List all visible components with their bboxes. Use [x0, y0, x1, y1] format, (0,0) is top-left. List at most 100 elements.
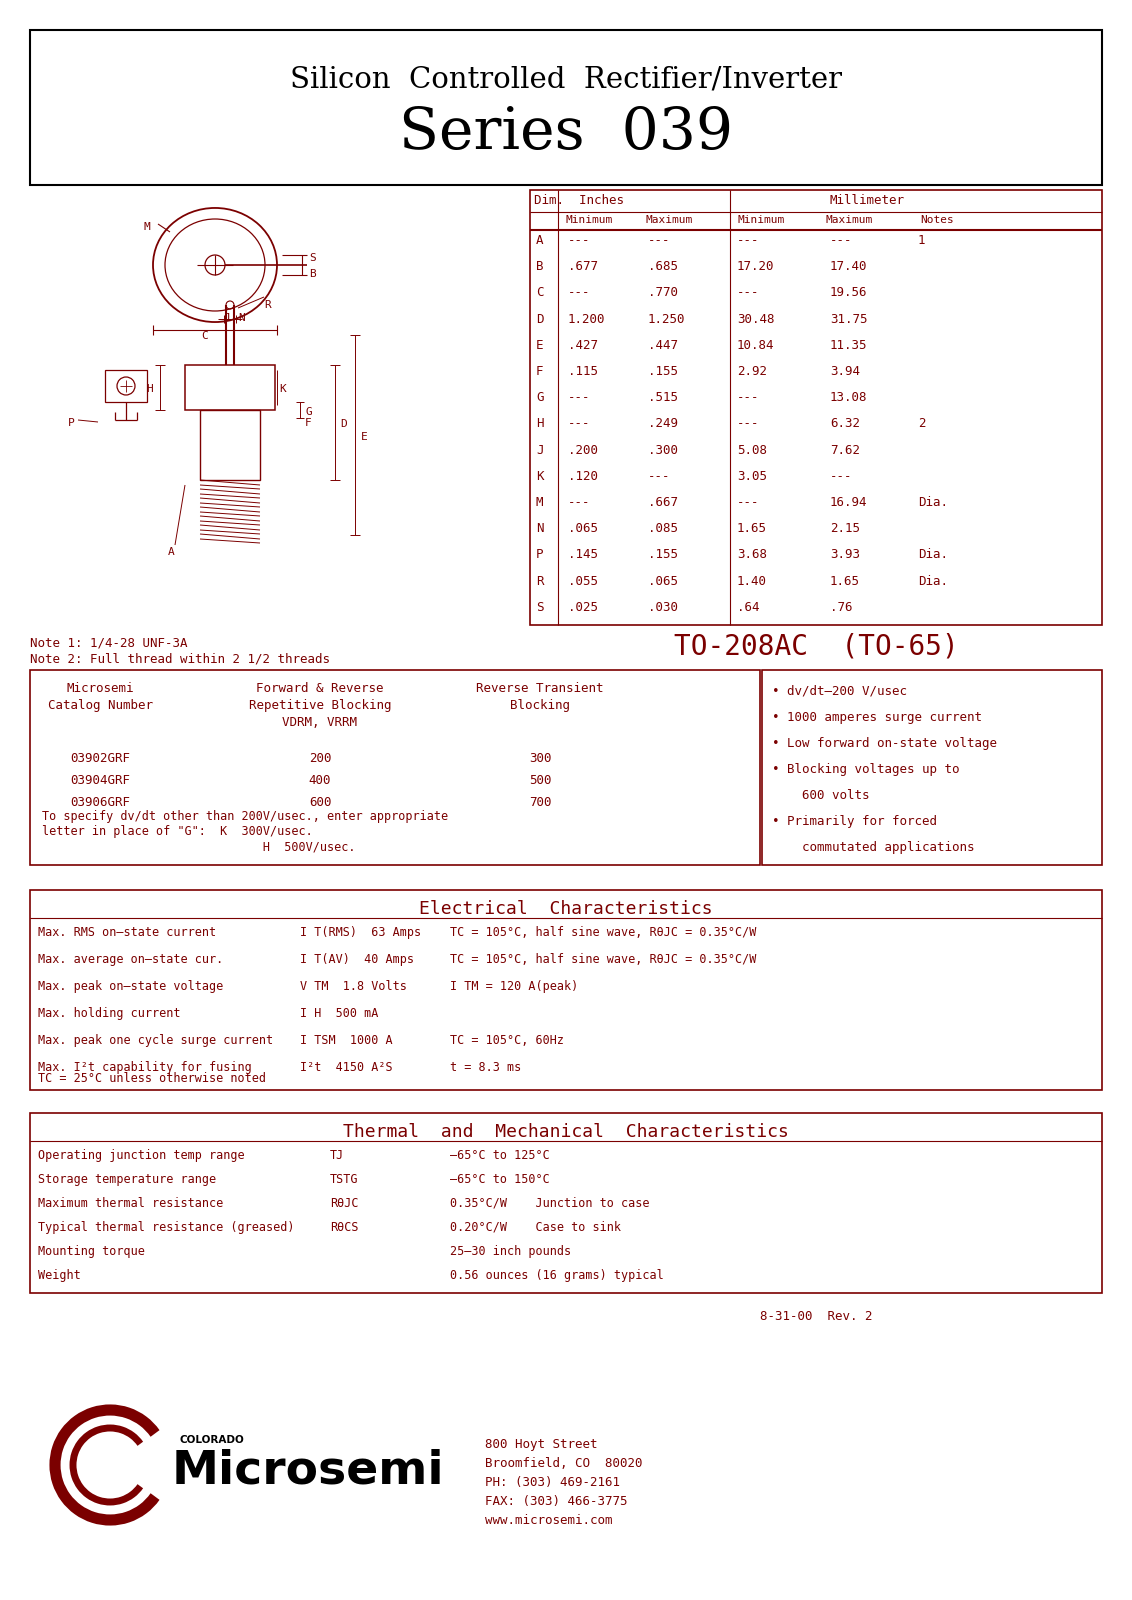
Text: commutated applications: commutated applications	[772, 842, 975, 854]
Text: ---: ---	[830, 470, 852, 483]
Text: D: D	[535, 312, 543, 325]
Text: E: E	[535, 339, 543, 352]
Text: ---: ---	[648, 470, 670, 483]
Text: R: R	[535, 574, 543, 587]
Text: Dia.: Dia.	[918, 574, 947, 587]
Text: • Primarily for forced: • Primarily for forced	[772, 814, 937, 829]
Text: 1: 1	[918, 234, 926, 246]
Text: Dia.: Dia.	[918, 549, 947, 562]
Text: TC = 25°C unless otherwise noted: TC = 25°C unless otherwise noted	[38, 1072, 266, 1085]
Bar	[105, 370, 147, 402]
Text: A: A	[168, 547, 174, 557]
Text: Note 2: Full thread within 2 1/2 threads: Note 2: Full thread within 2 1/2 threads	[31, 653, 331, 666]
Text: Minimum: Minimum	[565, 214, 612, 226]
Text: Broomfield, CO  80020: Broomfield, CO 80020	[484, 1458, 643, 1470]
Text: • dv/dt–200 V/usec: • dv/dt–200 V/usec	[772, 685, 907, 698]
Text: I²t  4150 A²S: I²t 4150 A²S	[300, 1061, 393, 1074]
Text: • Low forward on-state voltage: • Low forward on-state voltage	[772, 738, 997, 750]
Text: Silicon  Controlled  Rectifier/Inverter: Silicon Controlled Rectifier/Inverter	[290, 66, 842, 93]
Text: 2: 2	[918, 418, 926, 430]
Text: .685: .685	[648, 261, 678, 274]
Text: 0.56 ounces (16 grams) typical: 0.56 ounces (16 grams) typical	[451, 1269, 663, 1282]
Text: Max. RMS on–state current: Max. RMS on–state current	[38, 926, 216, 939]
Text: 1.40: 1.40	[737, 574, 767, 587]
Text: 11.35: 11.35	[830, 339, 867, 352]
Text: 2.15: 2.15	[830, 522, 860, 534]
Bar	[31, 890, 1101, 1090]
Text: COLORADO: COLORADO	[180, 1435, 245, 1445]
Text: 8-31-00  Rev. 2: 8-31-00 Rev. 2	[760, 1310, 873, 1323]
Text: .447: .447	[648, 339, 678, 352]
Text: B: B	[309, 269, 316, 278]
Text: 17.20: 17.20	[737, 261, 774, 274]
Text: S: S	[535, 600, 543, 614]
Text: 200: 200	[309, 752, 332, 765]
Text: J: J	[224, 314, 231, 323]
Text: PH: (303) 469-2161: PH: (303) 469-2161	[484, 1475, 620, 1490]
Text: TO-208AC  (TO-65): TO-208AC (TO-65)	[674, 634, 959, 661]
Text: .667: .667	[648, 496, 678, 509]
Text: ---: ---	[568, 496, 591, 509]
Text: F: F	[305, 418, 311, 427]
Text: –65°C to 125°C: –65°C to 125°C	[451, 1149, 550, 1162]
Text: 3.93: 3.93	[830, 549, 860, 562]
Bar	[31, 30, 1101, 186]
Text: M: M	[535, 496, 543, 509]
Text: 700: 700	[529, 795, 551, 810]
Bar	[530, 190, 1101, 626]
Text: ---: ---	[737, 418, 760, 430]
Text: 03902GRF: 03902GRF	[70, 752, 130, 765]
Text: Note 1: 1/4-28 UNF-3A: Note 1: 1/4-28 UNF-3A	[31, 637, 188, 650]
Text: TC = 105°C, 60Hz: TC = 105°C, 60Hz	[451, 1034, 564, 1046]
Bar	[762, 670, 1101, 866]
Text: • 1000 amperes surge current: • 1000 amperes surge current	[772, 710, 981, 723]
Text: .76: .76	[830, 600, 852, 614]
Text: .055: .055	[568, 574, 598, 587]
Text: B: B	[535, 261, 543, 274]
Text: ---: ---	[737, 496, 760, 509]
Text: H: H	[146, 384, 153, 394]
Text: 03904GRF: 03904GRF	[70, 774, 130, 787]
Text: J: J	[535, 443, 543, 456]
Text: ---: ---	[737, 286, 760, 299]
Text: Electrical  Characteristics: Electrical Characteristics	[419, 899, 713, 918]
Text: G: G	[305, 406, 311, 418]
Text: Maximum: Maximum	[825, 214, 873, 226]
Text: Microsemi
Catalog Number: Microsemi Catalog Number	[48, 682, 153, 712]
Text: I TSM  1000 A: I TSM 1000 A	[300, 1034, 393, 1046]
Text: letter in place of "G":  K  300V/usec.: letter in place of "G": K 300V/usec.	[42, 826, 312, 838]
Text: 3.94: 3.94	[830, 365, 860, 378]
Text: ---: ---	[737, 234, 760, 246]
Text: Millimeter: Millimeter	[830, 194, 904, 206]
Text: .515: .515	[648, 392, 678, 405]
Text: I T(RMS)  63 Amps: I T(RMS) 63 Amps	[300, 926, 421, 939]
Text: ---: ---	[737, 392, 760, 405]
Text: .155: .155	[648, 549, 678, 562]
Text: t = 8.3 ms: t = 8.3 ms	[451, 1061, 521, 1074]
Text: 400: 400	[309, 774, 332, 787]
Text: RθCS: RθCS	[331, 1221, 359, 1234]
Text: V TM  1.8 Volts: V TM 1.8 Volts	[300, 979, 406, 994]
Text: FAX: (303) 466-3775: FAX: (303) 466-3775	[484, 1494, 627, 1507]
Text: 500: 500	[529, 774, 551, 787]
Text: • Blocking voltages up to: • Blocking voltages up to	[772, 763, 960, 776]
Text: Microsemi: Microsemi	[172, 1448, 445, 1493]
Text: .025: .025	[568, 600, 598, 614]
Text: Minimum: Minimum	[737, 214, 784, 226]
Text: .155: .155	[648, 365, 678, 378]
Text: .64: .64	[737, 600, 760, 614]
Text: TC = 105°C, half sine wave, RθJC = 0.35°C/W: TC = 105°C, half sine wave, RθJC = 0.35°…	[451, 926, 756, 939]
Text: Max. peak one cycle surge current: Max. peak one cycle surge current	[38, 1034, 273, 1046]
Text: Max. average on–state cur.: Max. average on–state cur.	[38, 954, 223, 966]
Text: K: K	[278, 384, 285, 394]
Text: D: D	[340, 419, 346, 429]
Text: 25–30 inch pounds: 25–30 inch pounds	[451, 1245, 572, 1258]
Text: C: C	[201, 331, 208, 341]
Text: .145: .145	[568, 549, 598, 562]
Text: H  500V/usec.: H 500V/usec.	[42, 840, 355, 853]
Text: ---: ---	[568, 392, 591, 405]
Text: 0.35°C/W    Junction to case: 0.35°C/W Junction to case	[451, 1197, 650, 1210]
Text: Series  039: Series 039	[398, 106, 734, 162]
Text: 19.56: 19.56	[830, 286, 867, 299]
Bar	[31, 1114, 1101, 1293]
